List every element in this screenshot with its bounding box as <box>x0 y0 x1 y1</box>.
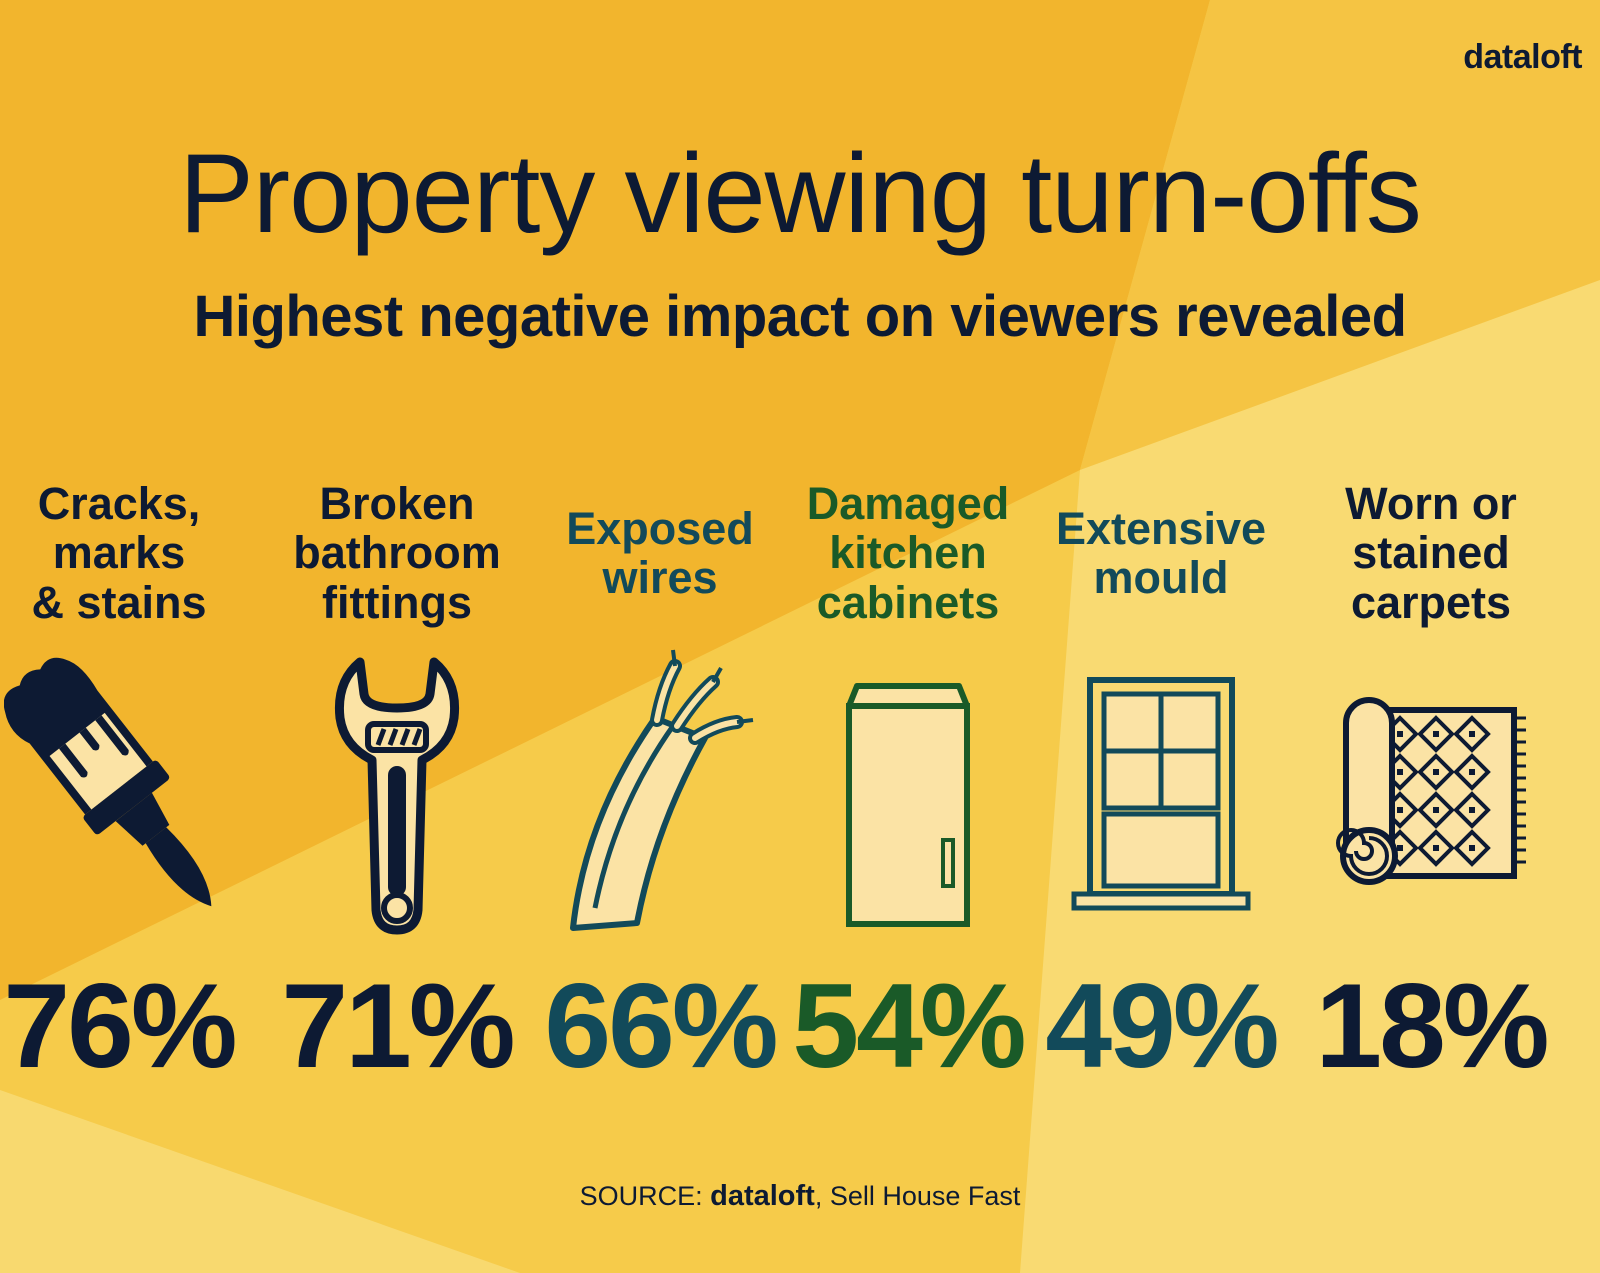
page-title: Property viewing turn-offs <box>179 131 1422 256</box>
label-line: Cracks, <box>37 477 201 529</box>
stat-value: 18% <box>1315 959 1549 1093</box>
paintbrush-icon <box>4 638 234 938</box>
label-line: mould <box>1093 552 1229 603</box>
stat-label: Broken bathroom fittings <box>293 478 501 628</box>
label-line: wires <box>602 552 718 603</box>
stat-exposed-wires: Exposed wires 66% <box>529 478 791 1086</box>
label-line: kitchen <box>829 527 987 579</box>
stat-value: 54% <box>792 959 1026 1093</box>
wires-icon <box>545 638 775 938</box>
stat-label: Worn or stained carpets <box>1345 478 1517 628</box>
source-credit: SOURCE: dataloft, Sell House Fast <box>0 1180 1600 1213</box>
label-line: stained <box>1352 527 1510 579</box>
stat-broken-bathroom-fittings: Broken bathroom fittings 71% <box>266 478 528 1086</box>
stat-label: Exposed wires <box>566 478 754 628</box>
stat-extensive-mould: Extensive mould 49% <box>1030 478 1292 1086</box>
stat-value: 71% <box>281 959 515 1093</box>
label-line: bathroom <box>293 527 501 579</box>
label-line: Broken <box>319 477 475 529</box>
label-line: fittings <box>322 576 472 628</box>
stat-damaged-kitchen-cabinets: Damaged kitchen cabinets 54% <box>777 478 1039 1086</box>
stat-label: Damaged kitchen cabinets <box>807 478 1010 628</box>
stat-cracks-marks-stains: Cracks, marks & stains 76% <box>0 478 250 1086</box>
source-prefix: SOURCE: <box>579 1181 703 1211</box>
source-brand: dataloft <box>710 1180 815 1212</box>
rug-icon <box>1316 638 1546 938</box>
label-line: Worn or <box>1345 477 1517 529</box>
page-subtitle: Highest negative impact on viewers revea… <box>193 284 1407 349</box>
label-line: cabinets <box>816 576 1000 628</box>
label-line: Extensive <box>1055 502 1267 554</box>
brand-logo: dataloft <box>1463 38 1582 76</box>
stat-value: 76% <box>3 959 237 1093</box>
label-line: carpets <box>1350 576 1512 628</box>
stat-value: 66% <box>544 959 778 1093</box>
label-line: Exposed <box>566 502 754 554</box>
stat-value: 49% <box>1045 959 1279 1093</box>
cabinet-icon <box>793 638 1023 938</box>
wrench-icon <box>282 638 512 938</box>
label-line: & stains <box>31 576 207 628</box>
label-line: marks <box>52 527 186 579</box>
stat-label: Cracks, marks & stains <box>31 478 206 628</box>
source-suffix: , Sell House Fast <box>814 1181 1021 1211</box>
window-icon <box>1046 638 1276 938</box>
stat-label: Extensive mould <box>1056 478 1266 628</box>
label-line: Damaged <box>806 477 1010 529</box>
stat-worn-stained-carpets: Worn or stained carpets <box>1300 478 1562 1086</box>
